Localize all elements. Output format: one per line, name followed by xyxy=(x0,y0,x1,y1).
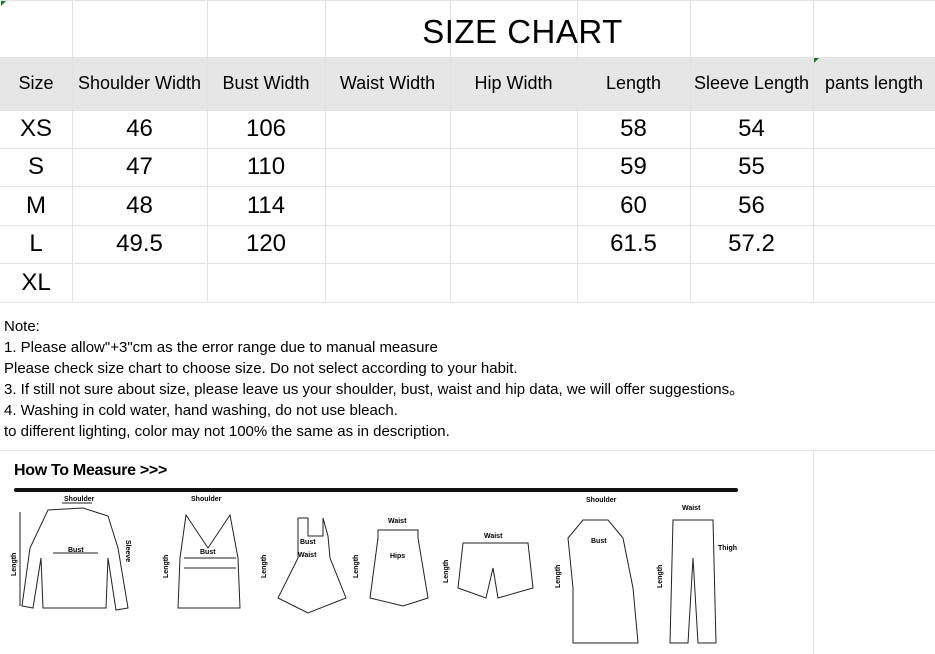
dress-diagram: Bust Waist Length xyxy=(261,517,347,614)
svg-text:Length: Length xyxy=(11,553,18,576)
column-header: Sleeve Length xyxy=(693,73,810,93)
table-cell xyxy=(325,263,450,302)
table-cell xyxy=(325,186,450,225)
svg-text:Hips: Hips xyxy=(390,553,405,560)
how-to-measure-title: How To Measure >>> xyxy=(14,462,168,479)
column-header: Waist Width xyxy=(339,73,436,93)
column-header: Size xyxy=(18,73,54,93)
table-cell xyxy=(450,186,577,225)
table-cell xyxy=(813,110,935,148)
table-cell xyxy=(207,263,325,302)
table-cell xyxy=(813,186,935,225)
table-cell: 106 xyxy=(245,115,287,142)
svg-text:Waist: Waist xyxy=(484,533,503,540)
table-cell: 58 xyxy=(620,115,647,142)
tank-top-diagram: Shoulder Bust Length xyxy=(163,496,241,609)
table-cell xyxy=(325,148,450,186)
column-header: Length xyxy=(605,73,662,93)
note-line: Note: xyxy=(4,318,40,335)
table-cell: 57.2 xyxy=(728,230,775,257)
svg-text:Waist: Waist xyxy=(298,552,317,559)
table-cell xyxy=(813,225,935,263)
page-title: SIZE CHART xyxy=(422,13,623,50)
svg-text:Bust: Bust xyxy=(68,547,84,554)
header-row-background xyxy=(0,57,935,110)
svg-text:Shoulder: Shoulder xyxy=(64,496,95,503)
pants-diagram: Waist Thigh Length xyxy=(657,505,737,644)
svg-text:Length: Length xyxy=(443,560,450,583)
svg-text:Length: Length xyxy=(163,555,170,578)
table-cell: 47 xyxy=(126,153,153,180)
svg-text:Bust: Bust xyxy=(591,538,607,545)
svg-text:Length: Length xyxy=(555,565,562,588)
note-line: 4. Washing in cold water, hand washing, … xyxy=(4,402,398,419)
svg-text:Bust: Bust xyxy=(300,539,316,546)
size-label-cell: M xyxy=(26,192,46,219)
table-cell: 60 xyxy=(620,192,647,219)
svg-text:Length: Length xyxy=(657,565,664,588)
size-label-cell: S xyxy=(27,153,44,180)
table-cell: 48 xyxy=(126,192,153,219)
table-cell: 59 xyxy=(620,153,647,180)
column-header: pants length xyxy=(824,73,924,93)
how-to-measure-image: How To Measure >>> Shoulder Bust Length … xyxy=(8,458,743,648)
table-cell xyxy=(450,225,577,263)
table-cell xyxy=(450,148,577,186)
note-line: to different lighting, color may not 100… xyxy=(4,423,450,440)
table-cell: 46 xyxy=(126,115,153,142)
svg-text:Length: Length xyxy=(353,555,360,578)
shorts-diagram: Waist Length xyxy=(443,533,534,599)
skirt-diagram: Waist Hips Length xyxy=(353,518,429,607)
svg-text:Bust: Bust xyxy=(200,549,216,556)
note-line: Please check size chart to choose size. … xyxy=(4,360,518,377)
table-cell: 49.5 xyxy=(116,230,163,257)
svg-text:Shoulder: Shoulder xyxy=(586,497,617,504)
table-cell: 110 xyxy=(246,153,286,180)
table-cell xyxy=(813,148,935,186)
size-label-cell: XL xyxy=(21,269,51,296)
shirt-diagram: Shoulder Bust Length Sleeve xyxy=(11,496,131,611)
table-cell xyxy=(577,263,690,302)
svg-text:Shoulder: Shoulder xyxy=(191,496,222,503)
coat-diagram: Shoulder Bust Length xyxy=(555,497,639,644)
note-line: 1. Please allow"+3"cm as the error range… xyxy=(4,339,438,356)
table-cell xyxy=(690,263,813,302)
table-cell xyxy=(450,110,577,148)
column-header: Shoulder Width xyxy=(77,73,202,93)
svg-text:Length: Length xyxy=(261,555,268,578)
table-cell: 55 xyxy=(738,153,765,180)
table-cell: 61.5 xyxy=(610,230,657,257)
table-cell xyxy=(325,110,450,148)
svg-text:Sleeve: Sleeve xyxy=(124,540,131,562)
table-cell: 54 xyxy=(738,115,765,142)
svg-text:Waist: Waist xyxy=(388,518,407,525)
table-cell: 56 xyxy=(738,192,765,219)
size-label-cell: L xyxy=(29,230,43,257)
note-line: 3. If still not sure about size, please … xyxy=(4,381,745,398)
divider xyxy=(14,488,738,492)
column-header: Bust Width xyxy=(222,73,310,93)
table-cell xyxy=(72,263,207,302)
table-cell: 120 xyxy=(245,230,287,257)
svg-text:Waist: Waist xyxy=(682,505,701,512)
size-label-cell: XS xyxy=(19,115,52,142)
column-header: Hip Width xyxy=(474,73,553,93)
table-cell xyxy=(450,263,577,302)
notes-section: Note: 1. Please allow"+3"cm as the error… xyxy=(4,316,744,442)
table-cell xyxy=(325,225,450,263)
table-cell: 114 xyxy=(246,192,286,219)
table-cell xyxy=(813,263,935,302)
svg-text:Thigh: Thigh xyxy=(718,545,737,552)
